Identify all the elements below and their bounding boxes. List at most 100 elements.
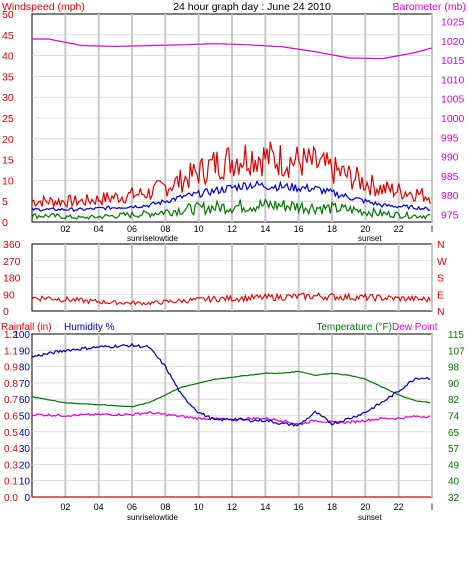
p2-left-tick: 90 bbox=[3, 289, 15, 301]
p2-left-tick: 180 bbox=[3, 273, 21, 285]
wind-axis-title: Windspeed (mph) bbox=[2, 1, 85, 13]
p3-temp-tick: 74 bbox=[448, 412, 460, 423]
p1-x-tick: 10 bbox=[194, 224, 204, 234]
p3-rain-tick: 0.3 bbox=[4, 460, 18, 471]
p1-x-tick: 14 bbox=[260, 224, 270, 234]
p1-x-tick: 18 bbox=[327, 224, 337, 234]
p3-rain-tick: 0.9 bbox=[4, 363, 18, 374]
p3-rain-tick: 0.5 bbox=[4, 428, 18, 439]
p3-temp-tick: 90 bbox=[448, 379, 460, 390]
p1-sunset-label: sunset bbox=[358, 234, 382, 243]
p1-x-tick: 22 bbox=[394, 224, 404, 234]
p3-x-tick: 10 bbox=[194, 502, 204, 512]
p3-rain-tick: 0.6 bbox=[4, 412, 18, 423]
p1-left-tick: 25 bbox=[2, 113, 14, 125]
p3-x-tick: 06 bbox=[127, 502, 137, 512]
gust-series-line bbox=[31, 141, 431, 209]
p3-x-tick: 12 bbox=[227, 502, 237, 512]
p1-left-tick: 50 bbox=[2, 9, 14, 21]
p3-x-tick: I bbox=[431, 502, 434, 512]
p3-hum-tick: 70 bbox=[19, 379, 31, 390]
p3-lowtide-label: lowtide bbox=[153, 513, 178, 522]
p3-rain-tick: 1.2 bbox=[4, 330, 18, 341]
humidity-series-line bbox=[31, 342, 431, 428]
p1-right-tick: 975 bbox=[441, 209, 459, 221]
p3-rain-tick: 0.4 bbox=[4, 444, 18, 455]
p3-x-tick: 04 bbox=[94, 502, 104, 512]
rain-axis-title: Rainfall (in) bbox=[1, 322, 52, 333]
p1-x-tick: 12 bbox=[227, 224, 237, 234]
p1-left-tick: 20 bbox=[2, 134, 14, 146]
p1-right-tick: 1005 bbox=[441, 94, 465, 106]
p3-temp-tick: 49 bbox=[448, 460, 460, 471]
p1-left-tick: 40 bbox=[2, 51, 14, 63]
p1-right-tick: 1020 bbox=[441, 36, 465, 48]
p1-lowtide-label: lowtide bbox=[153, 234, 178, 243]
p3-rain-tick: 0.8 bbox=[4, 379, 18, 390]
p3-hum-tick: 50 bbox=[19, 412, 31, 423]
temperature-series-line bbox=[31, 370, 431, 408]
barometer-series-line bbox=[32, 38, 433, 60]
p3-hum-tick: 20 bbox=[19, 460, 31, 471]
p2-right-tick: N bbox=[437, 306, 445, 318]
p1-x-tick: 20 bbox=[360, 224, 370, 234]
p3-x-tick: 20 bbox=[360, 502, 370, 512]
p3-hum-tick: 60 bbox=[19, 395, 31, 406]
lull-series-line bbox=[31, 197, 431, 220]
p1-x-tick: 04 bbox=[94, 224, 104, 234]
dew-point-series-line bbox=[31, 411, 431, 426]
p2-left-tick: 270 bbox=[3, 256, 21, 268]
p1-left-tick: 5 bbox=[2, 196, 8, 208]
p3-x-tick: 02 bbox=[60, 502, 70, 512]
p1-right-tick: 995 bbox=[441, 132, 459, 144]
p1-right-tick: 990 bbox=[441, 152, 459, 164]
p1-right-tick: 1025 bbox=[441, 17, 465, 29]
p2-left-tick: 0 bbox=[3, 306, 9, 318]
p2-right-tick: W bbox=[437, 256, 447, 268]
p3-x-tick: 16 bbox=[294, 502, 304, 512]
p3-hum-tick: 0 bbox=[24, 493, 30, 504]
p3-temp-tick: 40 bbox=[448, 477, 460, 488]
p2-right-tick: E bbox=[437, 289, 444, 301]
avg-wind-series-line bbox=[31, 179, 431, 212]
p1-left-tick: 30 bbox=[2, 92, 14, 104]
p3-hum-tick: 40 bbox=[19, 428, 31, 439]
p1-right-tick: 1000 bbox=[441, 113, 465, 125]
p3-hum-tick: 30 bbox=[19, 444, 31, 455]
p1-x-tick: I bbox=[431, 224, 434, 234]
p1-left-tick: 15 bbox=[2, 155, 14, 167]
humidity-axis-title: Humidity % bbox=[64, 322, 115, 333]
p3-sunset-label: sunset bbox=[358, 513, 382, 522]
p3-sunrise-label: sunrise bbox=[127, 513, 153, 522]
p1-left-tick: 0 bbox=[2, 217, 8, 229]
temp-axis-title: Temperature (°F) bbox=[316, 322, 392, 333]
wind-baro-panel: 5045403530252015105010251020101510101005… bbox=[2, 9, 465, 243]
p3-rain-tick: 0.1 bbox=[4, 477, 18, 488]
p2-right-tick: N bbox=[437, 239, 445, 251]
baro-axis-title: Barometer (mb) bbox=[392, 1, 466, 13]
p3-temp-tick: 107 bbox=[448, 346, 465, 357]
p3-hum-tick: 90 bbox=[19, 346, 31, 357]
p3-hum-tick: 80 bbox=[19, 363, 31, 374]
p1-right-tick: 1015 bbox=[441, 55, 465, 67]
p1-x-tick: 02 bbox=[60, 224, 70, 234]
p3-temp-tick: 115 bbox=[448, 330, 464, 341]
p1-right-tick: 980 bbox=[441, 190, 459, 202]
p1-left-tick: 10 bbox=[2, 175, 14, 187]
p3-rain-tick: 0.0 bbox=[4, 493, 18, 504]
p1-left-tick: 35 bbox=[2, 71, 14, 83]
dew-axis-title: Dew Point bbox=[392, 322, 438, 333]
p3-temp-tick: 32 bbox=[448, 493, 460, 504]
p3-hum-tick: 100 bbox=[13, 330, 30, 341]
page-title: 24 hour graph day : June 24 2010 bbox=[173, 1, 331, 13]
p2-left-tick: 360 bbox=[3, 239, 21, 251]
p3-x-tick: 18 bbox=[327, 502, 337, 512]
p1-x-tick: 06 bbox=[127, 224, 137, 234]
p3-temp-tick: 57 bbox=[448, 444, 460, 455]
p1-right-tick: 1010 bbox=[441, 74, 465, 86]
p3-temp-tick: 98 bbox=[448, 363, 460, 374]
